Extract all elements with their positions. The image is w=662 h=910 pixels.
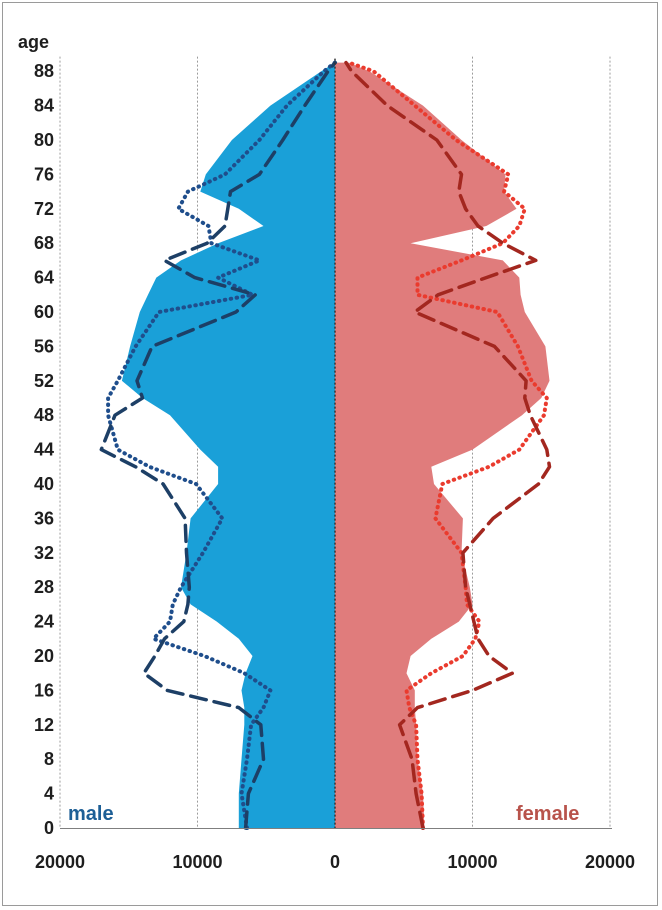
y-tick-label: 88 xyxy=(34,61,54,81)
x-tick-label: 10000 xyxy=(172,852,222,872)
line-layer xyxy=(99,60,552,830)
y-tick-label: 52 xyxy=(34,371,54,391)
y-tick-label: 28 xyxy=(34,577,54,597)
y-tick-label: 8 xyxy=(44,749,54,769)
y-tick-label: 32 xyxy=(34,543,54,563)
y-tick-label: 36 xyxy=(34,508,54,528)
y-tick-label: 56 xyxy=(34,336,54,356)
y-tick-label: 80 xyxy=(34,130,54,150)
x-tick-label: 10000 xyxy=(447,852,497,872)
y-tick-label: 44 xyxy=(34,440,54,460)
y-axis-ticks: 0481216202428323640444852566064687276808… xyxy=(34,61,54,838)
area-layer xyxy=(121,62,550,829)
male-dashed-line xyxy=(99,60,337,830)
x-axis-ticks: 20000 10000 0 10000 20000 xyxy=(35,828,635,872)
y-tick-label: 4 xyxy=(44,784,54,804)
y-tick-label: 48 xyxy=(34,405,54,425)
x-tick-label: 0 xyxy=(330,852,340,872)
female-dotted-line xyxy=(346,60,549,830)
x-tick-label: 20000 xyxy=(35,852,85,872)
male-dotted-line xyxy=(106,60,337,830)
male-area xyxy=(121,62,336,829)
y-tick-label: 12 xyxy=(34,715,54,735)
male-series-label: male xyxy=(68,803,114,825)
y-tick-label: 76 xyxy=(34,164,54,184)
female-dashed-line xyxy=(344,60,552,830)
y-tick-label: 60 xyxy=(34,302,54,322)
female-series-label: female xyxy=(516,803,579,825)
y-tick-label: 72 xyxy=(34,199,54,219)
y-tick-label: 20 xyxy=(34,646,54,666)
x-tick-label: 20000 xyxy=(585,852,635,872)
y-tick-label: 0 xyxy=(44,818,54,838)
y-tick-label: 84 xyxy=(34,96,54,116)
y-tick-label: 40 xyxy=(34,474,54,494)
y-tick-label: 24 xyxy=(34,612,54,632)
y-axis-title: age xyxy=(18,32,49,52)
female-area xyxy=(335,62,550,829)
y-tick-label: 68 xyxy=(34,233,54,253)
y-tick-label: 16 xyxy=(34,680,54,700)
y-tick-label: 64 xyxy=(34,268,54,288)
